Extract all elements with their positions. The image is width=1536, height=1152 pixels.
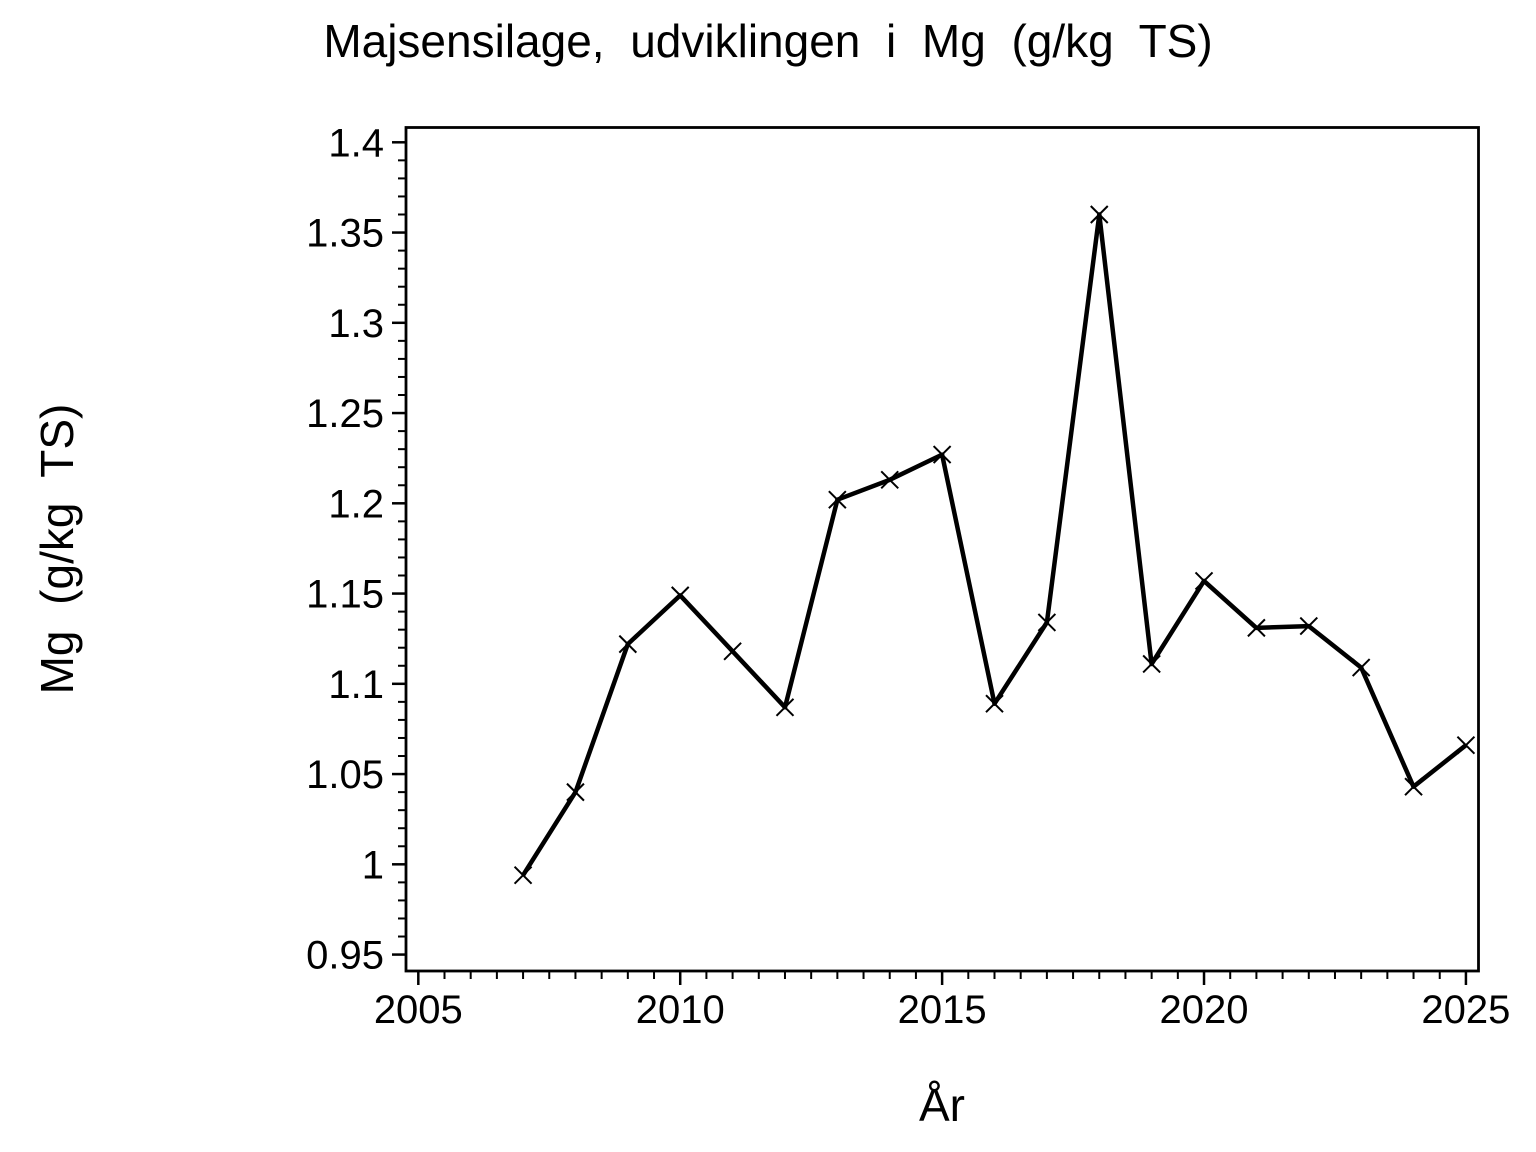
data-point-marker (880, 470, 899, 490)
y-tick-label: 0.95 (306, 934, 384, 978)
data-point-marker (671, 586, 690, 605)
y-tick-label: 1.25 (306, 392, 384, 436)
y-tick-label: 1.35 (306, 212, 384, 256)
y-tick-label: 1 (362, 843, 384, 887)
x-tick-label: 2025 (1421, 988, 1510, 1032)
x-tick-label: 2020 (1160, 988, 1249, 1032)
y-tick-label: 1.3 (328, 302, 384, 346)
data-point-marker (1037, 613, 1057, 632)
y-tick-label: 1.4 (328, 121, 384, 165)
data-point-marker (1299, 616, 1318, 636)
y-tick-label: 1.05 (306, 753, 384, 797)
y-tick-label: 1.2 (328, 482, 384, 526)
data-point-marker (618, 634, 638, 654)
x-axis-title: År (919, 1079, 965, 1131)
y-axis-ticks: 0.95 1 1.05 1.1 1.15 1.2 1.25 1.3 1.35 1.4 (306, 121, 406, 978)
x-axis-ticks: 2005 2010 2015 2020 2025 (374, 971, 1510, 1032)
data-point-marker (1090, 205, 1109, 224)
plot-frame (404, 126, 1480, 973)
data-point-marker (1142, 654, 1161, 674)
data-point-marker (1247, 618, 1266, 638)
data-point-marker (566, 782, 585, 802)
data-point-marker (1404, 777, 1423, 796)
y-axis-title: Mg (g/kg TS) (31, 403, 83, 695)
data-point-marker (932, 445, 952, 464)
x-tick-label: 2015 (898, 988, 987, 1032)
data-point-marker (723, 642, 742, 661)
data-point-marker (828, 490, 847, 509)
data-point-marker (1456, 735, 1476, 755)
data-point-marker (985, 694, 1004, 713)
data-point-marker (1194, 571, 1214, 591)
series-markers (513, 205, 1476, 885)
series-line (521, 212, 1468, 877)
y-tick-label: 1.15 (306, 573, 384, 617)
chart-title: Majsensilage, udviklingen i Mg (g/kg TS) (323, 15, 1213, 67)
x-tick-label: 2010 (636, 988, 725, 1032)
data-point-marker (775, 698, 795, 717)
x-tick-label: 2005 (374, 988, 463, 1032)
data-point-marker (513, 865, 533, 885)
y-tick-label: 1.1 (328, 663, 384, 707)
data-point-marker (1351, 658, 1371, 677)
